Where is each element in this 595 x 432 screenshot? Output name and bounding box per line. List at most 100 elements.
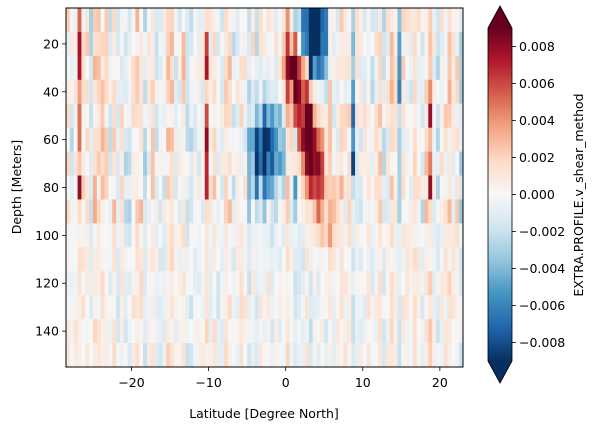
- heatmap-cell: [162, 319, 167, 344]
- heatmap-cell: [69, 151, 75, 177]
- heatmap-cell: [166, 223, 171, 248]
- heatmap-cell: [389, 55, 395, 81]
- heatmap-cell: [139, 79, 144, 105]
- heatmap-cell: [443, 8, 449, 33]
- heatmap-cell: [297, 79, 302, 105]
- heatmap-cell: [370, 199, 375, 224]
- heatmap-cell: [328, 151, 333, 177]
- heatmap-cell: [150, 79, 156, 105]
- heatmap-cell: [96, 31, 102, 57]
- heatmap-cell: [366, 175, 372, 201]
- heatmap-cell: [378, 199, 383, 224]
- heatmap-cell: [170, 151, 175, 177]
- heatmap-cell: [451, 295, 456, 320]
- heatmap-cell: [173, 223, 179, 248]
- heatmap-cell: [139, 295, 144, 320]
- heatmap-cell: [208, 55, 214, 81]
- heatmap-cell: [389, 319, 395, 344]
- heatmap-cell: [324, 223, 329, 248]
- heatmap-cell: [131, 319, 136, 344]
- heatmap-cell: [212, 223, 217, 248]
- heatmap-cell: [119, 8, 125, 33]
- heatmap-cell: [316, 31, 321, 57]
- heatmap-cell: [436, 271, 441, 296]
- heatmap-cell: [270, 31, 275, 57]
- heatmap-cell: [316, 175, 321, 201]
- heatmap-cell: [119, 343, 125, 367]
- heatmap-cell: [382, 31, 387, 57]
- heatmap-cell: [247, 295, 252, 320]
- heatmap-cell: [358, 271, 364, 296]
- heatmap-cell: [154, 8, 160, 33]
- heatmap-cell: [382, 319, 387, 344]
- heatmap-cell: [320, 175, 325, 201]
- heatmap-cell: [439, 175, 445, 201]
- heatmap-cell: [436, 151, 441, 177]
- heatmap-cell: [158, 271, 163, 296]
- heatmap-cell: [189, 79, 194, 105]
- heatmap-cell: [443, 127, 449, 153]
- heatmap-cell: [116, 151, 121, 177]
- heatmap-cell: [89, 223, 94, 248]
- heatmap-cell: [231, 8, 237, 33]
- heatmap-cell: [262, 151, 268, 177]
- heatmap-cell: [277, 31, 283, 57]
- heatmap-cell: [181, 295, 187, 320]
- heatmap-cell: [339, 247, 345, 272]
- heatmap-cell: [212, 79, 217, 105]
- heatmap-cell: [304, 103, 310, 129]
- heatmap-cell: [135, 103, 140, 129]
- heatmap-cell: [324, 31, 329, 57]
- heatmap-cell: [154, 103, 160, 129]
- heatmap-cell: [289, 175, 294, 201]
- heatmap-cell: [135, 151, 140, 177]
- heatmap-cell: [351, 295, 356, 320]
- heatmap-cell: [227, 319, 233, 344]
- heatmap-cell: [108, 271, 113, 296]
- heatmap-cell: [123, 271, 129, 296]
- heatmap-cell: [92, 8, 98, 33]
- heatmap-cell: [320, 79, 325, 105]
- heatmap-cell: [104, 175, 109, 201]
- heatmap-cell: [73, 343, 79, 367]
- heatmap-cell: [277, 151, 283, 177]
- heatmap-cell: [166, 175, 171, 201]
- heatmap-cell: [116, 343, 121, 367]
- heatmap-cell: [424, 295, 429, 320]
- heatmap-cell: [316, 223, 321, 248]
- heatmap-cell: [146, 175, 152, 201]
- heatmap-cell: [389, 31, 395, 57]
- heatmap-cell: [370, 271, 375, 296]
- heatmap-cell: [312, 31, 318, 57]
- heatmap-cell: [343, 31, 348, 57]
- heatmap-cell: [393, 175, 399, 201]
- heatmap-cell: [389, 8, 395, 33]
- heatmap-cell: [366, 223, 372, 248]
- heatmap-cell: [77, 175, 83, 201]
- heatmap-cell: [374, 199, 379, 224]
- heatmap-cell: [123, 103, 129, 129]
- heatmap-cell: [224, 175, 229, 201]
- heatmap-cell: [177, 271, 183, 296]
- heatmap-cell: [231, 223, 237, 248]
- heatmap-cell: [428, 271, 433, 296]
- heatmap-cell: [77, 103, 83, 129]
- heatmap-cell: [146, 55, 152, 81]
- heatmap-cell: [451, 319, 456, 344]
- heatmap-cell: [231, 271, 237, 296]
- heatmap-cell: [251, 151, 256, 177]
- heatmap-cell: [389, 271, 395, 296]
- heatmap-cell: [89, 319, 94, 344]
- heatmap-cell: [335, 103, 341, 129]
- heatmap-cell: [254, 271, 260, 296]
- heatmap-cell: [351, 223, 356, 248]
- heatmap-cell: [243, 319, 248, 344]
- heatmap-cell: [405, 271, 410, 296]
- heatmap-cell: [73, 199, 79, 224]
- heatmap-cell: [335, 223, 341, 248]
- heatmap-cell: [405, 31, 410, 57]
- heatmap-cell: [277, 175, 283, 201]
- heatmap-cell: [397, 199, 402, 224]
- heatmap-cell: [335, 8, 341, 33]
- heatmap-cell: [393, 319, 399, 344]
